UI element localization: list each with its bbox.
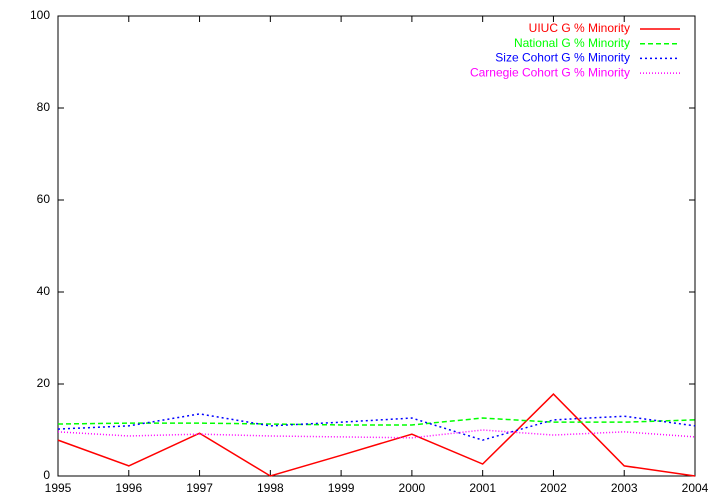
x-tick-label: 2004 — [682, 481, 709, 495]
series-line — [57, 417, 696, 426]
y-tick-label: 0 — [43, 468, 50, 482]
y-tick-label: 60 — [37, 192, 51, 206]
x-tick-label: 2002 — [540, 481, 567, 495]
series-line — [57, 429, 696, 439]
legend-label: UIUC G % Minority — [529, 21, 630, 35]
x-tick-label: 1995 — [45, 481, 72, 495]
x-tick-label: 1996 — [115, 481, 142, 495]
series-line — [57, 413, 696, 441]
x-tick-label: 1999 — [328, 481, 355, 495]
x-tick-label: 1998 — [257, 481, 284, 495]
legend-label: National G % Minority — [514, 36, 630, 50]
x-tick-label: 1997 — [186, 481, 213, 495]
y-tick-label: 40 — [37, 284, 51, 298]
x-tick-label: 2003 — [611, 481, 638, 495]
legend-label: Size Cohort G % Minority — [495, 51, 630, 65]
legend-label: Carnegie Cohort G % Minority — [470, 65, 630, 79]
y-tick-label: 100 — [30, 8, 50, 22]
y-tick-label: 80 — [37, 100, 51, 114]
x-tick-label: 2001 — [469, 481, 496, 495]
y-tick-label: 20 — [37, 376, 51, 390]
x-tick-label: 2000 — [399, 481, 426, 495]
series-line — [57, 393, 696, 477]
plot-border — [57, 15, 696, 477]
